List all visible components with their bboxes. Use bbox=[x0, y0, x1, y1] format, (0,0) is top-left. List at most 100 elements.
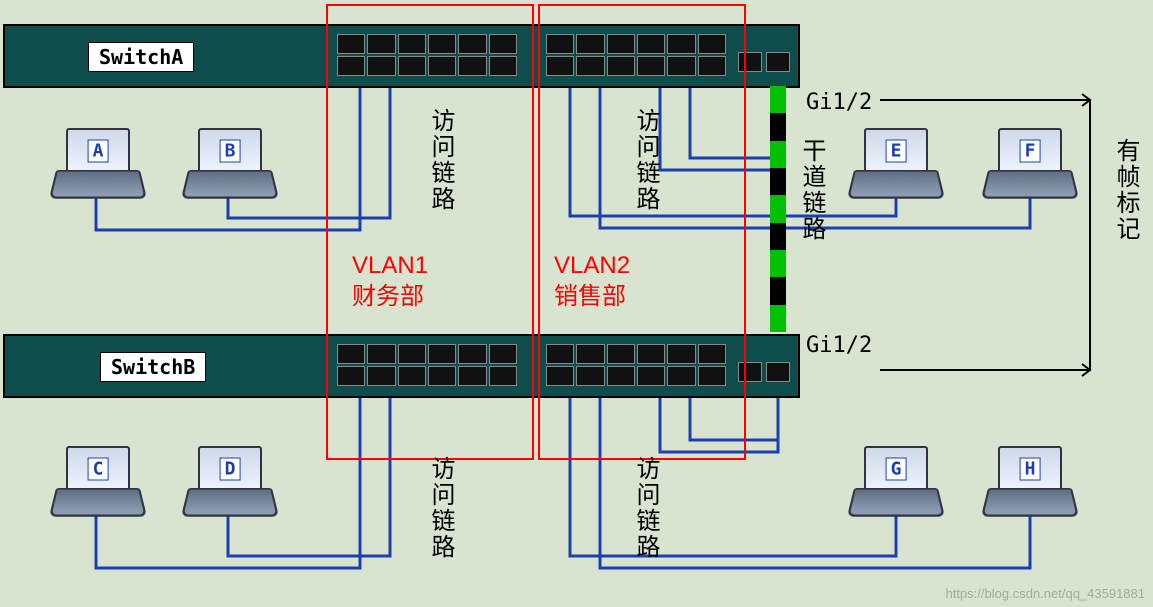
vlan2-label: VLAN2 销售部 bbox=[554, 250, 630, 312]
switch-port bbox=[337, 366, 365, 386]
switch-port bbox=[546, 344, 574, 364]
laptop-badge: D bbox=[220, 458, 241, 481]
trunk-segment bbox=[770, 141, 786, 168]
laptop-f: F bbox=[988, 128, 1068, 196]
vlan2-label-line1: VLAN2 bbox=[554, 250, 630, 281]
laptop-g: G bbox=[854, 446, 934, 514]
vlan2-label-line2: 销售部 bbox=[554, 281, 630, 312]
switch-port bbox=[667, 56, 695, 76]
switch-a-portgroup-1 bbox=[337, 34, 517, 76]
switch-port bbox=[698, 56, 726, 76]
laptop-badge: F bbox=[1020, 140, 1041, 163]
switch-port bbox=[576, 344, 604, 364]
laptop-e: E bbox=[854, 128, 934, 196]
laptop-base bbox=[847, 488, 945, 517]
trunk-segment bbox=[770, 250, 786, 277]
switch-port bbox=[337, 344, 365, 364]
laptop-base bbox=[981, 170, 1079, 199]
switch-port bbox=[337, 56, 365, 76]
switch-port bbox=[546, 366, 574, 386]
switch-port bbox=[489, 56, 517, 76]
switch-port bbox=[667, 366, 695, 386]
vlan1-label: VLAN1 财务部 bbox=[352, 250, 428, 312]
cable bbox=[600, 390, 1030, 568]
laptop-base bbox=[981, 488, 1079, 517]
switch-b-uplink-2 bbox=[766, 362, 790, 382]
switch-port bbox=[428, 344, 456, 364]
switch-port bbox=[367, 366, 395, 386]
cable bbox=[570, 390, 896, 556]
switch-port bbox=[489, 366, 517, 386]
laptop-h: H bbox=[988, 446, 1068, 514]
switch-port bbox=[546, 34, 574, 54]
switch-port bbox=[428, 34, 456, 54]
switch-port bbox=[607, 34, 635, 54]
switch-port bbox=[637, 56, 665, 76]
switch-port bbox=[367, 344, 395, 364]
switch-a-uplink-2 bbox=[766, 52, 790, 72]
switch-port bbox=[698, 34, 726, 54]
access-link-label: 访问链路 bbox=[423, 108, 458, 212]
switch-a-label: SwitchA bbox=[88, 42, 194, 72]
frame-tag-label: 有帧标记 bbox=[1108, 138, 1143, 242]
laptop-screen: B bbox=[198, 128, 262, 174]
trunk-segment bbox=[770, 305, 786, 332]
trunk-segment bbox=[770, 113, 786, 140]
switch-port bbox=[367, 34, 395, 54]
laptop-screen: D bbox=[198, 446, 262, 492]
switch-port bbox=[458, 366, 486, 386]
switch-port bbox=[398, 366, 426, 386]
laptop-base bbox=[181, 488, 279, 517]
trunk-segment bbox=[770, 86, 786, 113]
laptop-d: D bbox=[188, 446, 268, 514]
laptop-base bbox=[847, 170, 945, 199]
switch-port bbox=[489, 344, 517, 364]
laptop-screen: E bbox=[864, 128, 928, 174]
switch-port bbox=[667, 34, 695, 54]
laptop-screen: A bbox=[66, 128, 130, 174]
access-link-label: 访问链路 bbox=[628, 108, 663, 212]
access-link-label: 访问链路 bbox=[423, 456, 458, 560]
trunk-segment bbox=[770, 195, 786, 222]
gi-label-top: Gi1/2 bbox=[806, 90, 872, 115]
switch-port bbox=[607, 344, 635, 364]
laptop-badge: G bbox=[886, 458, 907, 481]
switch-a-portgroup-2 bbox=[546, 34, 726, 76]
trunk-segment bbox=[770, 168, 786, 195]
switch-port bbox=[458, 344, 486, 364]
switch-port bbox=[367, 56, 395, 76]
switch-port bbox=[428, 56, 456, 76]
laptop-screen: F bbox=[998, 128, 1062, 174]
access-link-label: 访问链路 bbox=[628, 456, 663, 560]
switch-port bbox=[637, 344, 665, 364]
switch-port bbox=[489, 34, 517, 54]
laptop-badge: E bbox=[886, 140, 907, 163]
laptop-base bbox=[49, 170, 147, 199]
laptop-badge: C bbox=[88, 458, 109, 481]
cable bbox=[690, 80, 778, 158]
gi-label-bottom: Gi1/2 bbox=[806, 333, 872, 358]
switch-port bbox=[337, 34, 365, 54]
switch-port bbox=[607, 56, 635, 76]
vlan1-label-line1: VLAN1 bbox=[352, 250, 428, 281]
switch-b-label: SwitchB bbox=[100, 352, 206, 382]
switch-port bbox=[637, 366, 665, 386]
switch-port bbox=[398, 56, 426, 76]
laptop-c: C bbox=[56, 446, 136, 514]
laptop-badge: H bbox=[1020, 458, 1041, 481]
switch-b-portgroup-1 bbox=[337, 344, 517, 386]
switch-port bbox=[698, 344, 726, 364]
trunk-segment bbox=[770, 223, 786, 250]
laptop-badge: A bbox=[88, 140, 109, 163]
trunk-segment bbox=[770, 277, 786, 304]
laptop-screen: G bbox=[864, 446, 928, 492]
vlan1-label-line2: 财务部 bbox=[352, 281, 428, 312]
switch-port bbox=[607, 366, 635, 386]
laptop-screen: C bbox=[66, 446, 130, 492]
laptop-base bbox=[181, 170, 279, 199]
laptop-screen: H bbox=[998, 446, 1062, 492]
switch-port bbox=[667, 344, 695, 364]
trunk-link-bar bbox=[770, 86, 786, 332]
switch-b-portgroup-2 bbox=[546, 344, 726, 386]
switch-a-uplink-1 bbox=[738, 52, 762, 72]
